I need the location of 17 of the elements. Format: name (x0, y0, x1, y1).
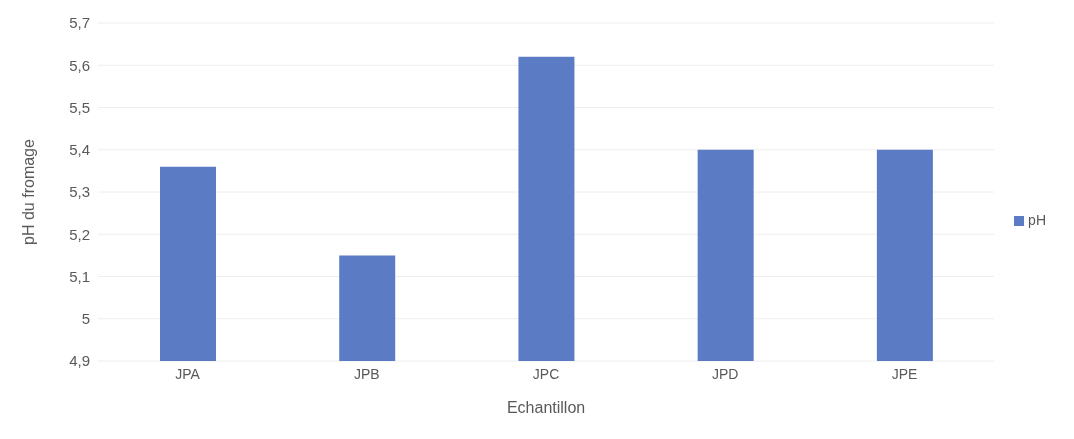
x-axis-title: Echantillon (506, 399, 586, 416)
y-tick-label: 5,1 (69, 267, 90, 285)
x-tick-label: JPA (175, 365, 201, 382)
y-tick-label: 5 (81, 310, 90, 328)
y-tick-label: 5,3 (69, 183, 90, 201)
y-tick-label: 5,7 (69, 14, 90, 32)
y-tick-label: 5,5 (69, 98, 90, 116)
y-tick-label: 4,9 (69, 352, 90, 370)
x-tick-label: JPB (353, 365, 380, 382)
x-tick-label: JPE (891, 365, 918, 382)
y-tick-label: 5,6 (69, 56, 90, 74)
y-tick-label: 5,2 (69, 225, 90, 243)
x-tick-label: JPD (712, 365, 739, 382)
y-tick-label: 5,4 (69, 141, 90, 159)
x-tick-label: JPC (532, 365, 560, 382)
y-axis-title: pH du fromage (19, 138, 37, 245)
legend-label: pH (1028, 211, 1046, 228)
